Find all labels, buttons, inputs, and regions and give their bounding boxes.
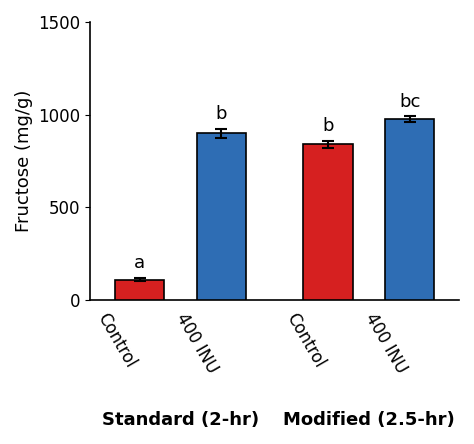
Text: Modified (2.5-hr): Modified (2.5-hr): [283, 411, 455, 429]
Y-axis label: Fructose (mg/g): Fructose (mg/g): [15, 90, 33, 232]
Text: bc: bc: [399, 93, 420, 111]
Text: b: b: [216, 105, 227, 123]
Bar: [197, 133, 246, 300]
Text: b: b: [322, 117, 334, 135]
Bar: [115, 280, 164, 300]
Bar: [303, 144, 353, 300]
Text: a: a: [134, 254, 145, 272]
Bar: [385, 119, 435, 300]
Text: Standard (2-hr): Standard (2-hr): [102, 411, 259, 429]
